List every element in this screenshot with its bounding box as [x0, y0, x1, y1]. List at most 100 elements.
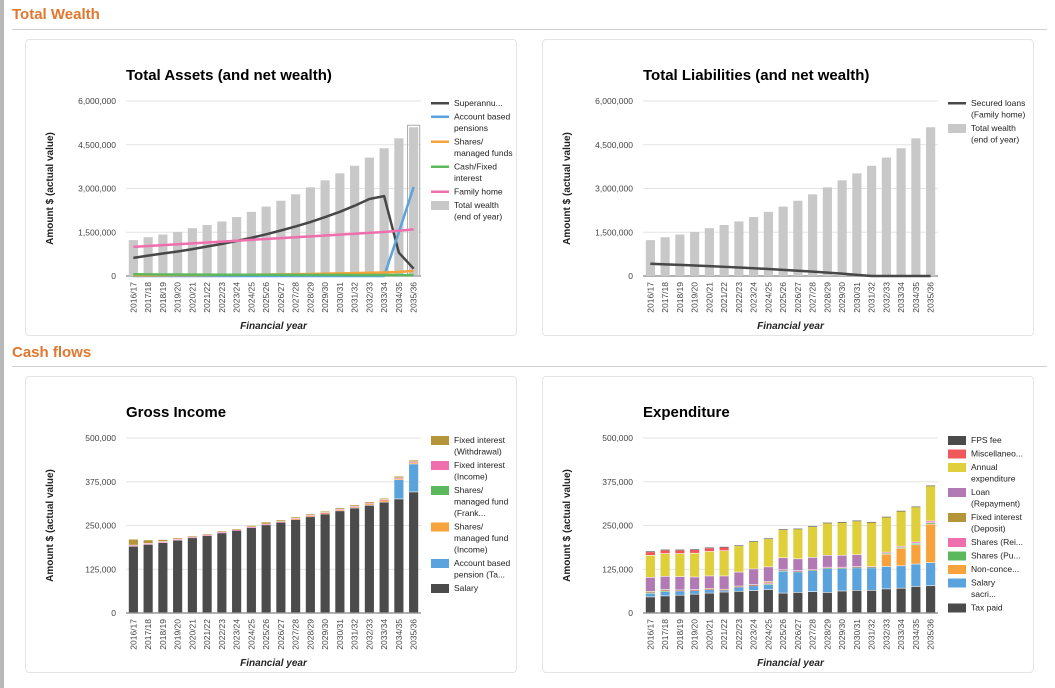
x-tick-label: 2029/30: [837, 282, 847, 313]
legend-swatch: [948, 551, 966, 561]
bar-shares-pu: [852, 567, 862, 569]
x-tick-label: 2026/27: [793, 619, 803, 650]
bar-fixed-interest-withdrawal: [350, 505, 360, 506]
x-tick-label: 2021/22: [202, 282, 212, 313]
x-tick-label: 2026/27: [276, 282, 286, 313]
bar-shares-rei: [778, 569, 788, 571]
bar-salary-sacri: [690, 590, 700, 594]
legend-label: (Repayment): [971, 499, 1020, 509]
bar-fps-fee: [734, 545, 744, 547]
x-tick-label: 2033/34: [896, 282, 906, 313]
bar-annual-expenditure: [734, 546, 744, 572]
x-axis-title: Financial year: [757, 321, 825, 332]
x-tick-label: 2027/28: [808, 619, 818, 650]
section-divider: [12, 29, 1047, 30]
x-tick-label: 2030/31: [335, 619, 345, 650]
bar-loan-repayment: [822, 555, 832, 567]
bar-salary-sacri: [778, 571, 788, 593]
bar-fixed-interest-withdrawal: [379, 498, 389, 500]
y-tick-label: 4,500,000: [595, 140, 633, 150]
x-tick-label: 2025/26: [778, 282, 788, 313]
bar-salary: [128, 546, 138, 613]
x-tick-label: 2022/23: [217, 282, 227, 313]
x-tick-label: 2023/24: [749, 282, 759, 313]
x-tick-label: 2025/26: [261, 619, 271, 650]
bar-total-wealth: [704, 228, 714, 276]
bar-shares-pu: [867, 567, 877, 569]
x-tick-label: 2019/20: [173, 619, 183, 650]
bar-loan-repayment: [837, 555, 847, 567]
bar-annual-expenditure: [808, 526, 818, 558]
chart-card-income: Gross Income 0 125,000 250,000 375,000 500,00…: [25, 376, 517, 673]
y-axis-title: Amount $ (actual value): [45, 469, 56, 582]
bar-fps-fee: [793, 528, 803, 530]
bar-fps-fee: [808, 526, 818, 527]
bar-shares-pu: [881, 553, 891, 555]
bar-annual-expenditure: [675, 553, 685, 577]
bar-non-conce: [911, 545, 921, 564]
x-tick-label: 2024/25: [763, 282, 773, 313]
x-tick-label: 2027/28: [291, 619, 301, 650]
legend-label: Shares/: [454, 137, 484, 147]
x-tick-label: 2027/28: [291, 282, 301, 313]
bar-miscellaneo: [645, 552, 655, 555]
bar-loan-repayment: [690, 577, 700, 590]
bar-fixed-interest-withdrawal: [246, 525, 256, 527]
x-tick-label: 2030/31: [335, 282, 345, 313]
x-tick-label: 2020/21: [704, 619, 714, 650]
bar-loan-repayment: [778, 558, 788, 570]
liabilities-chart: Total Liabilities (and net wealth) 0 1,500…: [562, 67, 1025, 332]
bar-shares-pu: [911, 543, 921, 545]
legend-swatch: [948, 436, 966, 445]
bar-total-wealth: [867, 165, 877, 276]
bar-salary: [291, 519, 301, 613]
bar-total-wealth: [158, 234, 168, 276]
y-tick-label: 500,000: [85, 433, 116, 443]
legend-label: sacri...: [971, 589, 996, 599]
legend-swatch-line: [431, 102, 449, 105]
y-axis-title: Amount $ (actual value): [562, 469, 573, 582]
legend-label: (Income): [454, 545, 488, 555]
bar-tax-paid: [675, 595, 685, 613]
bar-fixed-interest-withdrawal: [335, 508, 345, 509]
bar-non-conce: [896, 548, 906, 566]
bar-salary-sacri: [645, 593, 655, 597]
legend-label: pension (Ta...: [454, 570, 505, 580]
bar-fps-fee: [837, 522, 847, 523]
legend-label: Shares (Rei...: [971, 537, 1023, 547]
bar-fps-fee: [867, 522, 877, 523]
legend-label: (Frank...: [454, 508, 486, 518]
x-tick-label: 2030/31: [852, 282, 862, 313]
x-tick-label: 2021/22: [719, 619, 729, 650]
bar-salary: [187, 538, 197, 613]
bar-shares-rei: [852, 566, 862, 568]
bar-fixed-interest-withdrawal: [305, 514, 315, 516]
section-title-total-wealth: Total Wealth: [12, 6, 100, 23]
bar-annual-expenditure: [719, 551, 729, 576]
bar-fixed-interest-income: [335, 509, 345, 511]
bar-salary: [350, 508, 360, 613]
bar-total-wealth: [793, 200, 803, 276]
bar-fixed-interest-income: [217, 532, 227, 533]
x-tick-label: 2035/36: [926, 282, 936, 313]
bar-salary-sacri: [719, 590, 729, 592]
x-tick-label: 2025/26: [261, 282, 271, 313]
bar-total-wealth: [926, 127, 936, 276]
bar-salary: [394, 499, 404, 613]
bar-shares-pu: [763, 583, 773, 585]
bar-fps-fee: [881, 516, 891, 518]
bar-fps-fee: [645, 551, 655, 552]
line-cash-fixed-interest: [133, 273, 414, 277]
assets-chart: Total Assets (and net wealth) 0 1,500,000 3…: [45, 67, 513, 332]
x-tick-label: 2032/33: [364, 619, 374, 650]
bar-salary: [246, 527, 256, 613]
bar-annual-expenditure: [690, 553, 700, 577]
bar-fps-fee: [704, 547, 714, 549]
legend-label: Secured loans: [971, 98, 1025, 108]
legend-label: Fixed interest: [971, 512, 1023, 522]
bar-salary: [173, 540, 183, 613]
bar-fps-fee: [660, 549, 670, 551]
bar-shares-pu: [926, 523, 936, 524]
bar-loan-repayment: [660, 576, 670, 590]
x-tick-label: 2024/25: [763, 619, 773, 650]
